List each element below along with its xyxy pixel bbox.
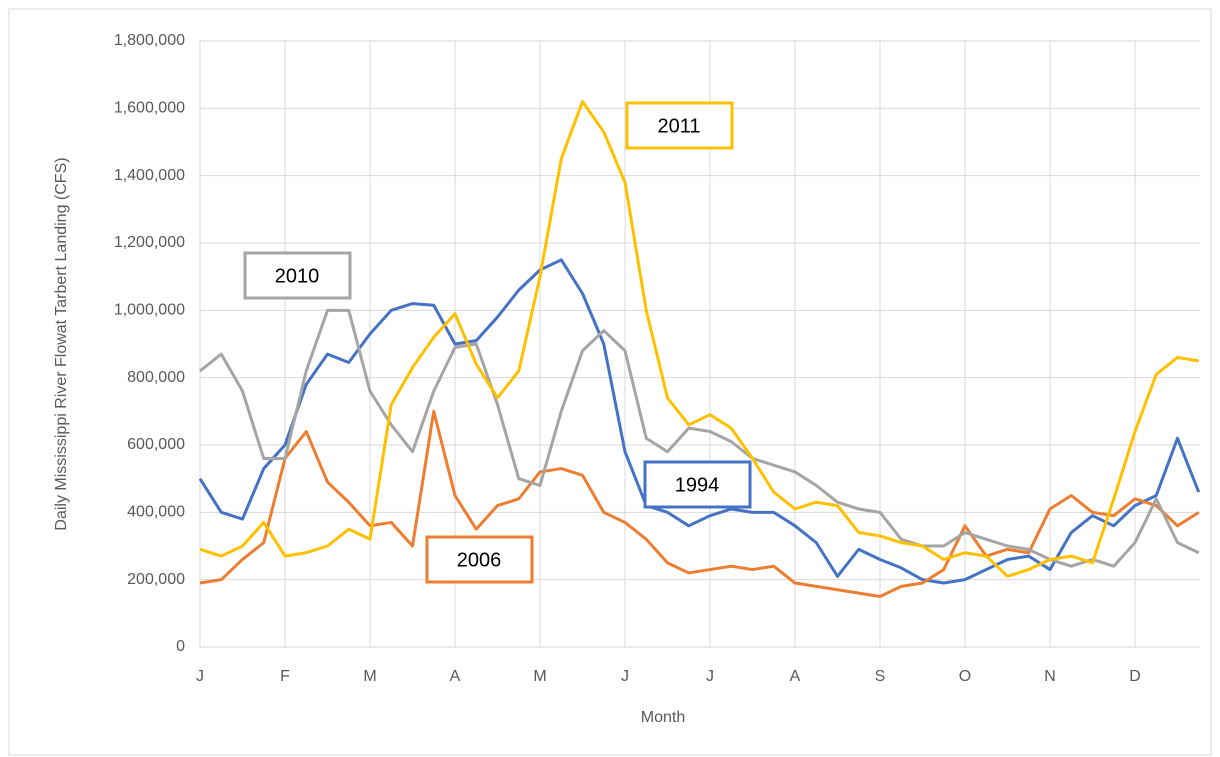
x-tick-label: A (450, 668, 461, 685)
series-line (199, 409, 1200, 598)
y-tick-label: 400,000 (127, 504, 185, 521)
series-line (199, 308, 1200, 568)
x-tick-label: M (533, 668, 546, 685)
x-tick-label: M (363, 668, 376, 685)
y-tick-label: 200,000 (127, 571, 185, 588)
y-tick-label: 1,800,000 (114, 32, 185, 49)
series-label: 2006 (457, 549, 502, 571)
x-tick-label: O (959, 668, 971, 685)
series-line (198, 258, 1201, 585)
series-line (199, 100, 1199, 578)
x-tick-label: J (706, 668, 714, 685)
x-tick-label: J (621, 668, 629, 685)
x-tick-label: A (790, 668, 801, 685)
y-tick-label: 1,200,000 (114, 234, 185, 251)
y-tick-label: 0 (176, 638, 185, 655)
series-label-box (625, 101, 734, 150)
series-label-box (643, 460, 752, 509)
y-tick-label: 1,000,000 (114, 302, 185, 319)
x-tick-label: J (196, 668, 204, 685)
x-tick-label: F (280, 668, 290, 685)
x-axis-title: Month (641, 709, 685, 726)
y-tick-label: 600,000 (127, 436, 185, 453)
series-label: 2010 (275, 265, 320, 287)
y-axis-title: Daily Mississippi River Flowat Tarbert L… (53, 157, 70, 530)
x-tick-label: S (875, 668, 886, 685)
series-label: 1994 (675, 474, 720, 496)
x-tick-label: D (1129, 668, 1141, 685)
y-tick-label: 1,400,000 (114, 167, 185, 184)
series-label-box (425, 535, 534, 584)
x-tick-label: N (1044, 668, 1056, 685)
series-label: 2011 (657, 115, 700, 137)
y-tick-label: 800,000 (127, 369, 185, 386)
y-tick-label: 1,600,000 (114, 100, 185, 117)
series-label-box (243, 251, 352, 300)
